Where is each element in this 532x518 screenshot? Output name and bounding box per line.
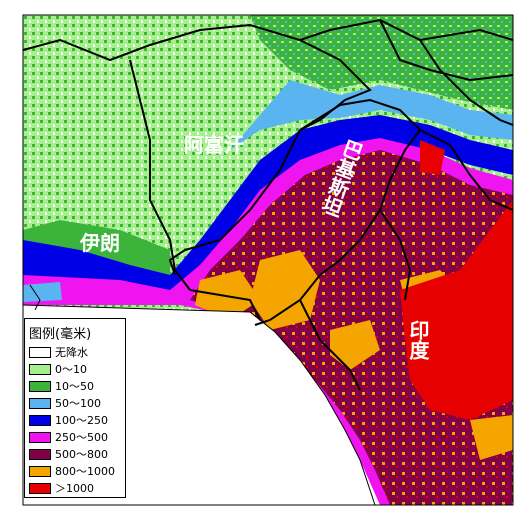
legend-item: 800～1000	[29, 464, 115, 478]
legend-title: 图例(毫米)	[29, 327, 92, 342]
legend-item: 250～500	[29, 430, 108, 444]
legend-item: 0～10	[29, 362, 87, 376]
legend-item: ＞1000	[29, 481, 94, 495]
legend-label: 无降水	[55, 346, 88, 359]
legend-swatch	[29, 465, 51, 477]
legend-swatch	[29, 363, 51, 375]
legend-label: 0～10	[55, 363, 87, 376]
label-iran: 伊朗	[79, 231, 120, 255]
legend-item: 50～100	[29, 396, 101, 410]
legend-label: 800～1000	[55, 465, 115, 478]
legend-swatch	[29, 431, 51, 443]
legend-label: 50～100	[55, 397, 101, 410]
legend-label: ＞1000	[55, 482, 94, 495]
legend-swatch	[29, 397, 51, 409]
legend-item: 500～800	[29, 447, 108, 461]
legend-swatch	[29, 448, 51, 460]
legend-swatch	[29, 346, 51, 358]
label-afghanistan: 阿富汗	[184, 133, 244, 157]
country-borders	[23, 18, 513, 391]
legend-swatch	[29, 482, 51, 494]
legend-item: 10～50	[29, 379, 94, 393]
legend: 图例(毫米) 无降水 0～10 10～50 50～100 100～250 250…	[24, 318, 126, 498]
legend-label: 250～500	[55, 431, 108, 444]
label-india: 印度	[406, 320, 430, 361]
legend-swatch	[29, 380, 51, 392]
map-frame	[22, 14, 514, 506]
coastline	[23, 284, 376, 505]
legend-label: 500～800	[55, 448, 108, 461]
legend-item: 100～250	[29, 413, 108, 427]
legend-item: 无降水	[29, 345, 88, 359]
legend-label: 10～50	[55, 380, 94, 393]
legend-swatch	[29, 414, 51, 426]
legend-label: 100～250	[55, 414, 108, 427]
